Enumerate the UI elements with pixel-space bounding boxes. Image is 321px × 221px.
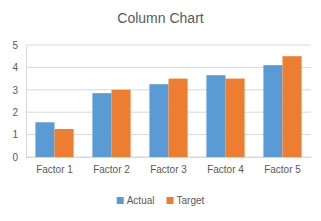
y-tick-label: 2: [12, 107, 18, 118]
x-tick: Factor 2: [93, 157, 130, 175]
y-tick-label: 0: [12, 152, 18, 163]
legend-item: Actual: [117, 195, 155, 206]
bar: [226, 79, 245, 157]
legend-label: Actual: [127, 195, 155, 206]
y-tick: 3: [12, 85, 26, 96]
x-tick: Factor 1: [36, 157, 73, 175]
bars: [35, 56, 301, 157]
y-tick-label: 3: [12, 85, 18, 96]
y-tick-label: 4: [12, 62, 18, 73]
title: Column Chart: [117, 10, 203, 26]
y-tick: 2: [12, 107, 26, 118]
y-tick: 0: [12, 152, 26, 163]
legend-item: Target: [167, 195, 205, 206]
chart: Column Chart012345Factor 1Factor 2Factor…: [0, 0, 321, 221]
plot: 012345Factor 1Factor 2Factor 3Factor 4Fa…: [12, 40, 311, 175]
bar: [263, 65, 282, 157]
bar: [55, 129, 74, 157]
x-tick: Factor 5: [264, 157, 301, 175]
bar: [149, 84, 168, 157]
bar: [92, 93, 111, 157]
bar: [206, 75, 225, 157]
y-axis: 0 1 2 3 4 5: [12, 40, 26, 163]
x-tick-label: Factor 4: [207, 164, 244, 175]
bar: [35, 122, 54, 157]
legend: Actual Target: [117, 195, 205, 206]
y-tick: 4: [12, 62, 26, 73]
x-axis: Factor 1 Factor 2 Factor 3 Factor 4 Factor 5: [27, 157, 312, 175]
y-tick: 1: [12, 129, 26, 140]
x-tick-label: Factor 3: [150, 164, 187, 175]
y-tick-label: 1: [12, 129, 18, 140]
y-axis-line: [26, 46, 27, 158]
y-tick: 5: [12, 40, 26, 51]
x-tick-label: Factor 1: [36, 164, 73, 175]
x-tick-label: Factor 2: [93, 164, 130, 175]
series: [35, 65, 282, 157]
grid-line: [26, 45, 311, 46]
legend-swatch: [117, 197, 124, 204]
legend-label: Target: [177, 195, 205, 206]
bar: [112, 90, 131, 157]
bar: [169, 79, 188, 157]
legend-swatch: [167, 197, 174, 204]
x-tick: Factor 4: [207, 157, 244, 175]
x-tick: Factor 3: [150, 157, 187, 175]
grid: [26, 45, 311, 157]
x-axis-line: [27, 157, 312, 158]
bar: [283, 56, 302, 157]
series: [55, 56, 302, 157]
y-tick-label: 5: [12, 40, 18, 51]
x-tick-label: Factor 5: [264, 164, 301, 175]
